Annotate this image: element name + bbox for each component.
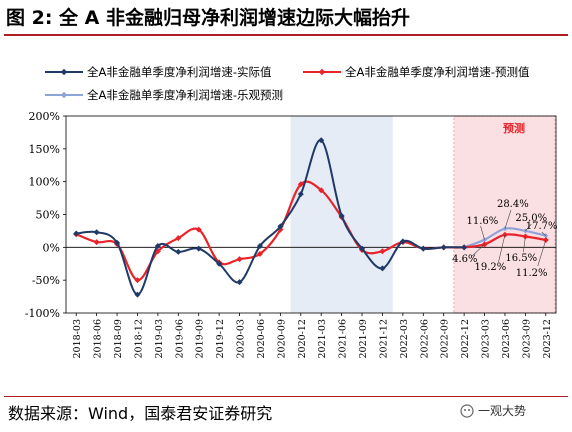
forecast-point <box>134 277 141 284</box>
actual-point <box>359 245 366 252</box>
annotation-leader <box>541 231 546 236</box>
x-tick-label: 2018-06 <box>93 319 104 358</box>
forecast-period-shade <box>453 115 556 314</box>
forecast-point <box>318 187 325 194</box>
wechat-icon <box>460 404 474 418</box>
actual-point <box>93 229 100 236</box>
watermark-text: 一观大势 <box>478 404 527 418</box>
actual-point <box>195 245 202 252</box>
forecast-point <box>379 248 386 255</box>
x-tick-label: 2021-03 <box>317 319 328 358</box>
line-chart: 预测 -100% -50% 0% 50% 100% 150% 200% 2018-03 2018… <box>25 65 558 358</box>
chart-title: 图 2: 全 A 非金融归母净利润增速边际大幅抬升 <box>6 7 410 29</box>
actual-point <box>114 239 121 246</box>
actual-point <box>154 243 161 250</box>
data-label: 11.2% <box>516 268 548 279</box>
x-tick-label: 2020-03 <box>236 319 247 358</box>
x-tick-label: 2019-12 <box>215 319 226 358</box>
actual-point <box>277 223 284 230</box>
forecast-point <box>297 181 304 188</box>
annotation-leader <box>523 236 526 253</box>
x-tick-label: 2020-06 <box>256 319 267 358</box>
annotation-leader <box>471 244 485 257</box>
actual-point <box>175 248 182 255</box>
actual-point <box>318 137 325 144</box>
y-tick-label: 150% <box>29 143 60 156</box>
actual-point <box>399 238 406 245</box>
annotation-leader <box>537 239 547 267</box>
y-tick-label: 200% <box>29 110 60 123</box>
data-label: 11.6% <box>467 216 499 227</box>
actual-point <box>216 260 223 267</box>
actual-point <box>134 291 141 298</box>
forecast-point <box>256 250 263 257</box>
actual-point <box>461 244 468 251</box>
y-tick-label: -50% <box>32 274 60 287</box>
x-tick-label: 2022-12 <box>460 319 471 358</box>
x-tick-label: 2018-09 <box>113 319 124 358</box>
x-tick-label: 2023-06 <box>501 319 512 358</box>
x-tick-label: 2022-03 <box>399 319 410 358</box>
x-tick-label: 2022-09 <box>440 319 451 358</box>
actual-point <box>420 245 427 252</box>
legend-label: 全A非金融单季度净利润增速-实际值 <box>87 65 272 79</box>
data-label: 25.0% <box>515 213 547 224</box>
y-tick-label: -100% <box>25 307 60 320</box>
x-tick-label: 2019-03 <box>154 319 165 358</box>
actual-point <box>338 212 345 219</box>
actual-point <box>236 279 243 286</box>
annotation-leader <box>504 209 512 229</box>
x-tick-label: 2022-06 <box>419 319 430 358</box>
forecast-point <box>195 226 202 233</box>
actual-point <box>379 265 386 272</box>
y-tick-label: 50% <box>36 209 60 222</box>
data-label: 4.6% <box>452 254 477 265</box>
actual-point <box>297 191 304 198</box>
source-note: 数据来源：Wind，国泰君安证券研究 <box>8 404 273 423</box>
actual-point <box>440 244 447 251</box>
forecast-point <box>93 239 100 246</box>
title-divider <box>4 34 568 36</box>
legend-swatch-marker <box>60 68 68 76</box>
legend-swatch-marker <box>60 91 68 99</box>
data-label: 17.7% <box>526 221 558 232</box>
x-tick-label: 2023-09 <box>521 319 532 358</box>
forecast-point <box>236 256 243 263</box>
legend-label: 全A非金融单季度净利润增速-乐观预测 <box>87 88 283 102</box>
x-tick-label: 2021-06 <box>338 319 349 358</box>
data-label: 19.2% <box>475 262 507 273</box>
x-tick-label: 2023-03 <box>481 319 492 358</box>
data-label: 28.4% <box>497 199 529 210</box>
x-tick-label: 2020-12 <box>297 319 308 358</box>
x-tick-label: 2018-12 <box>133 319 144 358</box>
x-tick-label: 2021-12 <box>378 319 389 358</box>
x-tick-label: 2021-09 <box>358 319 369 358</box>
actual-point <box>73 230 80 237</box>
forecast-region-label: 预测 <box>503 121 525 135</box>
x-tick-label: 2019-09 <box>195 319 206 358</box>
x-tick-label: 2020-09 <box>276 319 287 358</box>
x-tick-label: 2018-03 <box>72 319 83 358</box>
y-tick-label: 0% <box>43 241 60 254</box>
legend-label: 全A非金融单季度净利润增速-预测值 <box>345 65 530 79</box>
footer-divider <box>4 396 568 397</box>
actual-point <box>256 243 263 250</box>
data-label: 16.5% <box>505 253 537 264</box>
y-tick-label: 100% <box>29 176 60 189</box>
forecast-point <box>175 235 182 242</box>
annotation-leader <box>525 223 532 232</box>
annotation-leader <box>480 225 485 240</box>
x-tick-label: 2019-06 <box>174 319 185 358</box>
legend-swatch-marker <box>318 68 326 76</box>
annotation-leader <box>498 234 506 263</box>
actual-series-line <box>76 139 465 296</box>
x-tick-label: 2023-12 <box>542 319 553 358</box>
